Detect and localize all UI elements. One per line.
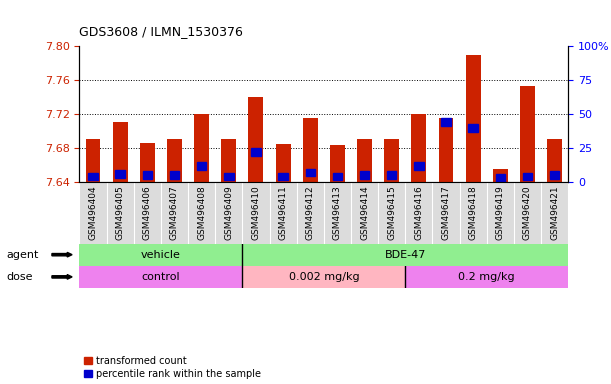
Text: GSM496416: GSM496416 <box>414 185 423 240</box>
Text: GSM496418: GSM496418 <box>469 185 478 240</box>
Bar <box>387 171 397 179</box>
Bar <box>303 118 318 182</box>
Bar <box>115 170 125 178</box>
Bar <box>243 266 405 288</box>
Bar <box>306 169 315 176</box>
Bar <box>170 171 179 179</box>
Text: GSM496407: GSM496407 <box>170 185 179 240</box>
Text: GSM496414: GSM496414 <box>360 185 369 240</box>
Bar <box>221 139 236 182</box>
Text: BDE-47: BDE-47 <box>384 250 426 260</box>
Bar <box>142 171 152 179</box>
Text: dose: dose <box>6 272 32 282</box>
Bar <box>279 173 288 180</box>
Text: GSM496415: GSM496415 <box>387 185 396 240</box>
Bar <box>276 144 291 182</box>
Text: 0.002 mg/kg: 0.002 mg/kg <box>288 272 359 282</box>
Bar <box>523 173 532 180</box>
Bar <box>79 266 243 288</box>
Text: GSM496409: GSM496409 <box>224 185 233 240</box>
Legend: transformed count, percentile rank within the sample: transformed count, percentile rank withi… <box>84 356 261 379</box>
Text: GSM496411: GSM496411 <box>279 185 288 240</box>
Bar <box>360 171 369 179</box>
Bar <box>384 139 399 182</box>
Bar <box>197 162 207 170</box>
Bar <box>405 266 568 288</box>
Bar <box>439 118 453 182</box>
Text: vehicle: vehicle <box>141 250 181 260</box>
Bar <box>547 139 562 182</box>
Bar <box>441 118 451 126</box>
Bar <box>243 243 568 266</box>
Bar <box>167 139 182 182</box>
Bar <box>249 97 263 182</box>
Text: GSM496410: GSM496410 <box>252 185 260 240</box>
Bar <box>520 86 535 182</box>
Bar <box>469 124 478 132</box>
Bar <box>330 146 345 182</box>
Bar <box>357 139 372 182</box>
Text: GSM496417: GSM496417 <box>442 185 450 240</box>
Text: control: control <box>142 272 180 282</box>
Text: GSM496404: GSM496404 <box>89 185 98 240</box>
Text: GSM496419: GSM496419 <box>496 185 505 240</box>
Text: GSM496420: GSM496420 <box>523 185 532 240</box>
Text: GSM496421: GSM496421 <box>550 185 559 240</box>
Text: GSM496408: GSM496408 <box>197 185 206 240</box>
Bar <box>411 114 426 182</box>
Text: GDS3608 / ILMN_1530376: GDS3608 / ILMN_1530376 <box>79 25 243 38</box>
Bar <box>88 173 98 180</box>
Bar <box>332 173 342 180</box>
Text: GSM496412: GSM496412 <box>306 185 315 240</box>
Bar <box>224 173 233 180</box>
Bar <box>496 174 505 182</box>
Bar <box>493 169 508 182</box>
Text: GSM496406: GSM496406 <box>143 185 152 240</box>
Text: 0.2 mg/kg: 0.2 mg/kg <box>458 272 515 282</box>
Text: agent: agent <box>6 250 38 260</box>
Bar <box>550 171 560 179</box>
Bar <box>466 55 481 182</box>
Bar <box>194 114 209 182</box>
Bar <box>79 243 243 266</box>
Text: GSM496405: GSM496405 <box>115 185 125 240</box>
Text: GSM496413: GSM496413 <box>333 185 342 240</box>
Bar <box>251 148 261 156</box>
Bar <box>112 122 128 182</box>
Bar <box>86 139 100 182</box>
Bar <box>414 162 423 170</box>
Bar <box>140 143 155 182</box>
